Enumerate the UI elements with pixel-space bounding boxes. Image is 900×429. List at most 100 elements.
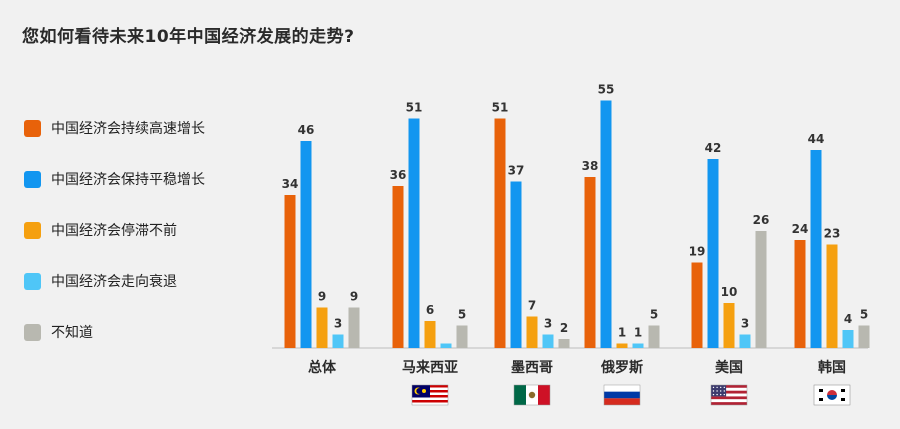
data-label: 42 xyxy=(705,141,722,155)
flag-shape xyxy=(712,390,715,392)
bar xyxy=(600,100,612,348)
data-label: 5 xyxy=(650,308,658,322)
usa-flag-icon xyxy=(710,384,748,406)
flag-shape xyxy=(712,386,715,389)
flag-shape xyxy=(711,402,747,405)
data-label: 9 xyxy=(350,290,358,304)
flag-shape xyxy=(604,385,640,392)
flag-shape xyxy=(712,393,715,396)
chart-title: 您如何看待未来10年中国经济发展的走势? xyxy=(22,27,355,47)
bar xyxy=(424,321,436,348)
flag-shape xyxy=(710,384,748,406)
legend-label: 不知道 xyxy=(51,325,93,341)
data-label: 4 xyxy=(844,312,852,326)
data-label: 34 xyxy=(282,177,299,191)
flag-shape xyxy=(841,398,845,401)
bar xyxy=(810,150,822,348)
flag-shape xyxy=(827,395,837,400)
data-label: 9 xyxy=(318,290,326,304)
flag-shape xyxy=(720,390,722,392)
flag-shape xyxy=(711,393,747,397)
flag-shape xyxy=(416,388,423,394)
flag-shape xyxy=(412,402,448,405)
flag-shape xyxy=(723,390,725,392)
category-label: 马来西亚 xyxy=(402,360,458,376)
flag-shape xyxy=(841,389,845,392)
bar xyxy=(632,343,644,348)
bar xyxy=(794,240,806,348)
legend-swatch xyxy=(24,221,41,239)
flag-shape xyxy=(711,390,747,394)
flag-shape xyxy=(723,386,725,389)
flag-shape xyxy=(604,391,640,399)
data-label: 23 xyxy=(824,227,841,241)
bar xyxy=(858,325,870,348)
category-label: 美国 xyxy=(715,359,743,376)
legend-swatch xyxy=(24,170,41,188)
flag-shape xyxy=(604,398,640,405)
flag-shape xyxy=(538,385,550,405)
bar xyxy=(648,325,660,348)
flag-shape xyxy=(827,390,837,395)
flag-shape xyxy=(422,389,426,393)
bar xyxy=(316,307,328,348)
legend-swatch xyxy=(24,272,41,290)
data-label: 36 xyxy=(390,168,407,182)
legend-label: 中国经济会停滞不前 xyxy=(51,223,177,239)
data-label: 6 xyxy=(426,303,434,317)
bar xyxy=(723,303,735,348)
legend-label: 中国经济会走向衰退 xyxy=(51,274,177,290)
flag-shape xyxy=(711,399,747,403)
bar xyxy=(300,141,312,348)
flag-shape xyxy=(720,386,722,389)
bar xyxy=(348,307,360,348)
bar xyxy=(558,339,570,348)
bar xyxy=(755,231,767,348)
flag-shape xyxy=(412,397,448,400)
flag-shape xyxy=(528,391,536,399)
bar xyxy=(707,159,719,348)
flag-shape xyxy=(723,393,725,396)
data-label: 10 xyxy=(721,285,738,299)
flag-shape xyxy=(819,398,823,401)
bar xyxy=(584,177,596,348)
bar xyxy=(494,118,506,348)
flag-shape xyxy=(720,393,722,396)
malaysia-flag-icon xyxy=(411,384,449,406)
mexico-flag-icon xyxy=(513,384,551,406)
flag-shape xyxy=(819,389,823,392)
legend-item: 中国经济会停滞不前 xyxy=(24,220,177,240)
bar xyxy=(392,186,404,348)
flag-shape xyxy=(513,384,551,406)
data-label: 51 xyxy=(406,101,423,115)
data-label: 7 xyxy=(528,299,536,313)
data-label: 24 xyxy=(792,222,809,236)
bar xyxy=(616,343,628,348)
data-label: 5 xyxy=(860,308,868,322)
data-label: 55 xyxy=(598,83,615,97)
legend-item: 中国经济会走向衰退 xyxy=(24,271,177,291)
bar xyxy=(456,325,468,348)
legend-label: 中国经济会保持平稳增长 xyxy=(51,172,205,188)
bar xyxy=(842,330,854,348)
bar xyxy=(826,244,838,348)
bar xyxy=(510,181,522,348)
bar xyxy=(739,334,751,348)
flag-shape xyxy=(411,384,449,406)
flag-shape xyxy=(711,385,727,397)
legend-item: 中国经济会持续高速增长 xyxy=(24,118,205,138)
legend-swatch xyxy=(24,323,41,341)
bar xyxy=(284,195,296,348)
flag-shape xyxy=(412,400,448,403)
category-label: 墨西哥 xyxy=(511,360,553,376)
legend-swatch xyxy=(24,119,41,137)
russia-flag-icon xyxy=(603,384,641,406)
data-label: 51 xyxy=(492,101,509,115)
bar xyxy=(440,343,452,348)
flag-shape xyxy=(716,393,718,396)
flag-shape xyxy=(514,385,526,405)
flag-shape xyxy=(603,384,641,406)
flag-shape xyxy=(711,396,747,400)
